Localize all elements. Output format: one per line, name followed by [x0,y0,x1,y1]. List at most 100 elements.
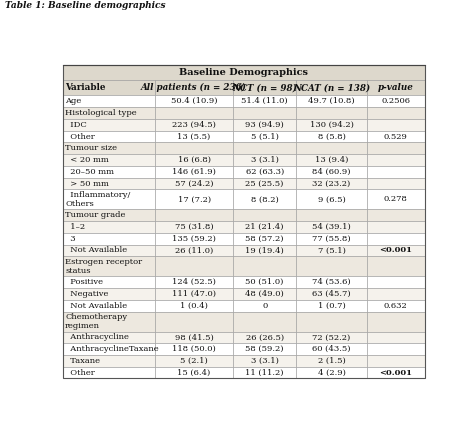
Bar [296,245,367,256]
Text: 124 (52.5): 124 (52.5) [172,278,216,286]
Bar [63,233,155,245]
Text: 19 (19.4): 19 (19.4) [245,247,284,254]
Bar [367,331,425,343]
Text: 32 (23.2): 32 (23.2) [312,179,351,187]
Text: All patients (n = 236): All patients (n = 236) [141,83,247,92]
Text: 20–50 mm: 20–50 mm [65,168,114,176]
Bar [296,131,367,142]
Bar [296,256,367,276]
Text: p-value: p-value [378,83,414,92]
Text: 1 (0.4): 1 (0.4) [180,302,208,310]
Text: <0.001: <0.001 [379,247,412,254]
Text: Baseline Demographics: Baseline Demographics [179,68,309,77]
Bar [63,256,155,276]
Bar [155,190,233,209]
Bar [233,178,296,190]
Text: Positive: Positive [65,278,103,286]
Bar [233,221,296,233]
Text: Chemotherapy
regimen: Chemotherapy regimen [65,313,127,330]
Bar [233,300,296,311]
Bar [155,209,233,221]
Text: NCAT (n = 138): NCAT (n = 138) [293,83,370,92]
Text: Not Available: Not Available [65,247,127,254]
Bar [367,142,425,154]
Text: Table 1: Baseline demographics: Table 1: Baseline demographics [5,1,165,10]
Text: 51.4 (11.0): 51.4 (11.0) [241,97,288,105]
Text: Age: Age [65,97,82,105]
Text: 130 (94.2): 130 (94.2) [310,121,354,129]
Text: AnthracyclineTaxane: AnthracyclineTaxane [65,345,159,353]
Bar [233,80,296,95]
Bar [367,80,425,95]
Bar [296,300,367,311]
Bar [63,190,155,209]
Text: Histological type: Histological type [65,109,137,117]
Text: 111 (47.0): 111 (47.0) [172,290,216,298]
Text: 50 (51.0): 50 (51.0) [246,278,284,286]
Text: 15 (6.4): 15 (6.4) [177,368,211,377]
Bar [367,355,425,367]
Bar [296,166,367,178]
Text: 98 (41.5): 98 (41.5) [175,334,213,341]
Bar [296,367,367,378]
Text: 11 (11.2): 11 (11.2) [246,368,284,377]
Text: 48 (49.0): 48 (49.0) [245,290,284,298]
Text: 16 (6.8): 16 (6.8) [178,156,210,164]
Bar [233,367,296,378]
Text: 3: 3 [65,235,76,243]
Bar [155,142,233,154]
Text: 223 (94.5): 223 (94.5) [172,121,216,129]
Bar [63,80,155,95]
Bar [155,107,233,119]
Bar [63,119,155,131]
Text: Tumour size: Tumour size [65,144,117,152]
Bar [155,95,233,107]
Text: < 20 mm: < 20 mm [65,156,109,164]
Text: 0.2506: 0.2506 [381,97,410,105]
Bar [63,65,425,80]
Bar [155,300,233,311]
Bar [63,95,155,107]
Bar [233,233,296,245]
Text: 13 (5.5): 13 (5.5) [177,132,211,141]
Text: 75 (31.8): 75 (31.8) [175,223,213,231]
Text: 17 (7.2): 17 (7.2) [178,196,210,203]
Bar [367,221,425,233]
Bar [155,178,233,190]
Bar [296,233,367,245]
Bar [367,233,425,245]
Text: 54 (39.1): 54 (39.1) [312,223,351,231]
Text: 1 (0.7): 1 (0.7) [318,302,346,310]
Bar [233,166,296,178]
Bar [296,311,367,331]
Bar [233,343,296,355]
Bar [63,209,155,221]
Bar [63,107,155,119]
Bar [63,166,155,178]
Text: Estrogen receptor
status: Estrogen receptor status [65,258,142,275]
Bar [155,343,233,355]
Text: Tumour grade: Tumour grade [65,211,126,219]
Bar [296,142,367,154]
Text: 3 (3.1): 3 (3.1) [251,357,279,365]
Bar [63,178,155,190]
Bar [233,256,296,276]
Text: 135 (59.2): 135 (59.2) [172,235,216,243]
Bar [233,154,296,166]
Text: 5 (5.1): 5 (5.1) [251,132,279,141]
Bar [155,367,233,378]
Text: 62 (63.3): 62 (63.3) [246,168,284,176]
Bar [233,276,296,288]
Bar [296,80,367,95]
Text: 13 (9.4): 13 (9.4) [315,156,348,164]
Bar [63,142,155,154]
Bar [367,256,425,276]
Text: 74 (53.6): 74 (53.6) [312,278,351,286]
Bar [155,276,233,288]
Bar [155,355,233,367]
Text: 4 (2.9): 4 (2.9) [318,368,346,377]
Bar [63,276,155,288]
Bar [296,154,367,166]
Bar [367,107,425,119]
Bar [155,166,233,178]
